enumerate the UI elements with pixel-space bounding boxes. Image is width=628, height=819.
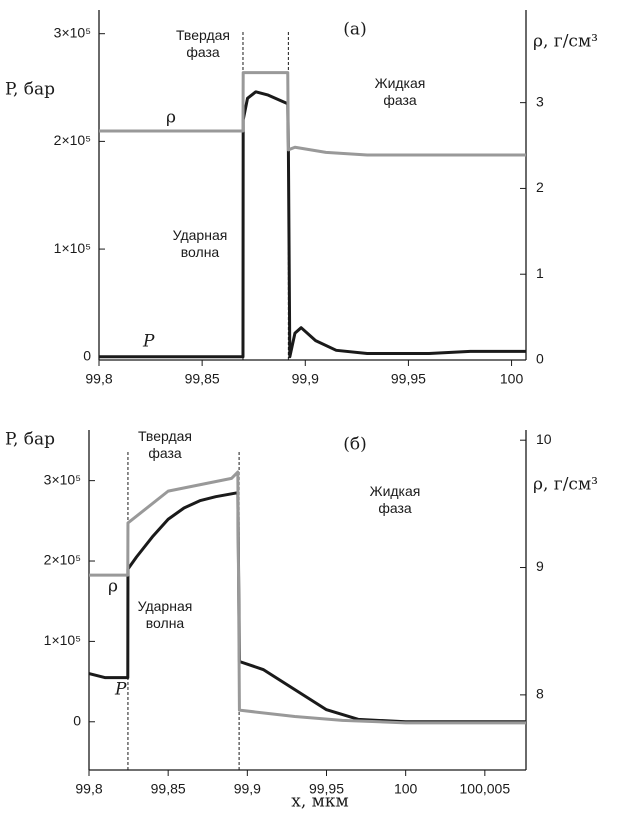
x-tick-label: 99,95 — [309, 781, 344, 797]
y-tick-label: 2×10⁵ — [54, 132, 91, 148]
y-tick-label: 3×10⁵ — [44, 471, 81, 487]
x-tick-label: 99,95 — [391, 371, 426, 387]
x-tick-label: 100 — [500, 371, 524, 387]
series-label: ρ — [108, 577, 118, 597]
y2-tick-label: 2 — [536, 179, 544, 195]
x-tick-label: 99,9 — [234, 781, 261, 797]
solid-phase-label: Твердая фаза — [175, 27, 230, 60]
y2-tick-label: 1 — [536, 265, 544, 281]
y-axis-label: P, бар — [5, 430, 55, 450]
series-label: P — [142, 332, 155, 352]
x-tick-label: 99,8 — [75, 781, 102, 797]
x-tick-label: 99,9 — [292, 371, 319, 387]
y2-tick-label: 3 — [536, 93, 544, 109]
y-tick-label: 1×10⁵ — [44, 632, 81, 648]
shock-wave-label: Ударная волна — [172, 227, 228, 260]
series-line — [88, 491, 526, 724]
solid-phase-label: Твердая фаза — [137, 428, 192, 461]
y2-axis-label: ρ, г/см³ — [533, 475, 598, 495]
y-tick-label: 2×10⁵ — [44, 552, 81, 568]
x-tick-label: 99,8 — [85, 371, 112, 387]
panel-label: (б) — [343, 435, 367, 455]
series-label: ρ — [166, 108, 176, 128]
liquid-phase-label: Жидкая фаза — [369, 483, 421, 516]
y-tick-label: 3×10⁵ — [54, 24, 91, 40]
y2-tick-label: 8 — [536, 686, 544, 702]
x-axis-label: x, мкм — [291, 792, 348, 812]
x-tick-label: 99,85 — [151, 781, 186, 797]
y-tick-label: 0 — [73, 712, 81, 728]
series-label: P — [114, 680, 127, 700]
liquid-phase-label: Жидкая фаза — [374, 75, 426, 108]
y2-tick-label: 9 — [536, 558, 544, 574]
shock-wave-label: Ударная волна — [137, 598, 193, 631]
y-axis-label: P, бар — [5, 80, 55, 100]
series-line — [99, 71, 526, 157]
panel-label: (а) — [343, 20, 366, 40]
y2-axis-label: ρ, г/см³ — [533, 32, 598, 52]
series-line — [89, 470, 526, 725]
x-tick-label: 99,85 — [185, 371, 220, 387]
y-tick-label: 1×10⁵ — [54, 240, 91, 256]
series-line — [99, 90, 526, 359]
x-tick-label: 100 — [394, 781, 418, 797]
x-tick-label: 100,005 — [460, 781, 511, 797]
y-tick-label: 0 — [83, 347, 91, 363]
y2-tick-label: 0 — [536, 351, 544, 367]
y2-tick-label: 10 — [536, 431, 552, 447]
